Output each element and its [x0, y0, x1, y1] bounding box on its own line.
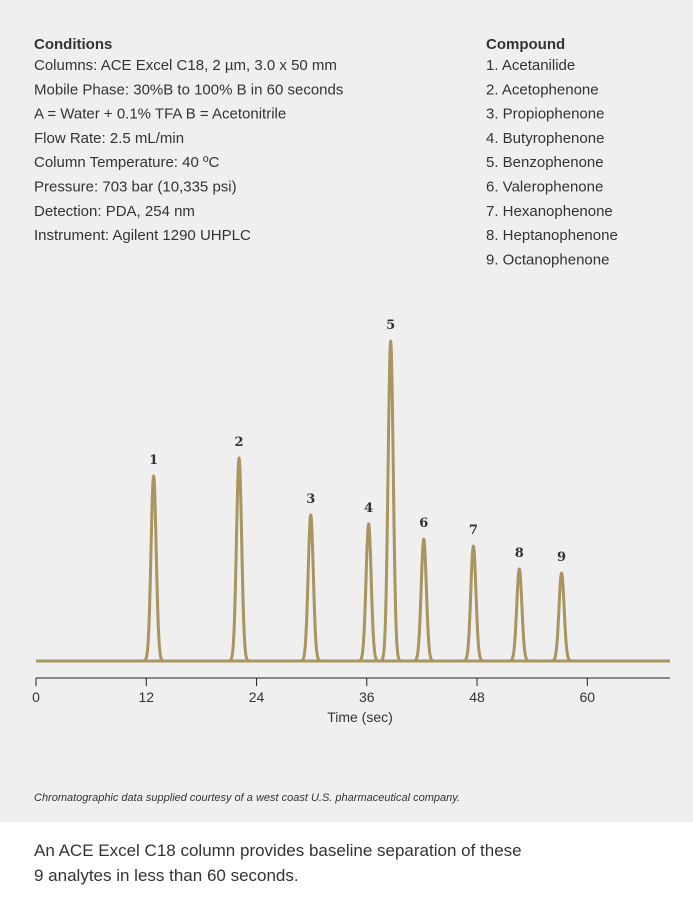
peak-label: 7 — [469, 523, 478, 538]
compound-item: 6. Valerophenone — [486, 179, 603, 196]
x-tick-label: 48 — [469, 689, 485, 705]
peak-label: 4 — [364, 501, 373, 516]
peak-label: 2 — [235, 435, 244, 450]
panel — [0, 0, 693, 822]
x-tick-label: 24 — [249, 689, 265, 705]
condition-line: Flow Rate: 2.5 mL/min — [34, 130, 184, 147]
condition-line: Instrument: Agilent 1290 UHPLC — [34, 227, 251, 244]
compound-item: 2. Acetophenone — [486, 81, 599, 98]
body-line: An ACE Excel C18 column provides baselin… — [34, 841, 522, 860]
x-axis-label: Time (sec) — [327, 709, 393, 725]
peak-label: 8 — [515, 546, 524, 561]
compounds-heading: Compound — [486, 36, 565, 53]
peak — [223, 456, 255, 663]
condition-line: Pressure: 703 bar (10,335 psi) — [34, 179, 237, 196]
peak — [545, 571, 578, 663]
condition-line: A = Water + 0.1% TFA B = Acetonitrile — [34, 106, 286, 123]
peak — [503, 567, 536, 663]
compound-item: 1. Acetanilide — [486, 57, 575, 74]
peak-label: 9 — [557, 550, 566, 565]
x-tick-label: 0 — [32, 689, 40, 705]
peak — [137, 474, 170, 663]
peak-label: 5 — [386, 318, 395, 333]
compound-item: 3. Propiophenone — [486, 106, 604, 123]
conditions-heading: Conditions — [34, 36, 112, 53]
condition-line: Detection: PDA, 254 nm — [34, 203, 195, 220]
peak — [374, 339, 407, 663]
compound-item: 5. Benzophenone — [486, 154, 604, 171]
x-tick-label: 60 — [580, 689, 596, 705]
compound-item: 8. Heptanophenone — [486, 227, 618, 244]
condition-line: Column Temperature: 40 ºC — [34, 154, 219, 171]
condition-line: Columns: ACE Excel C18, 2 µm, 3.0 x 50 m… — [34, 57, 337, 74]
peak — [294, 513, 327, 663]
peak-label: 1 — [149, 453, 158, 468]
peak — [407, 537, 440, 663]
footnote: Chromatographic data supplied courtesy o… — [34, 792, 460, 804]
x-tick-label: 36 — [359, 689, 375, 705]
compound-item: 9. Octanophenone — [486, 251, 609, 268]
peak — [457, 544, 490, 663]
body-line: 9 analytes in less than 60 seconds. — [34, 866, 299, 885]
x-tick-label: 12 — [138, 689, 154, 705]
peak-label: 3 — [306, 492, 315, 507]
condition-line: Mobile Phase: 30%B to 100% B in 60 secon… — [34, 81, 343, 98]
compound-item: 7. Hexanophenone — [486, 203, 613, 220]
peak-label: 6 — [419, 516, 428, 531]
compound-item: 4. Butyrophenone — [486, 130, 604, 147]
